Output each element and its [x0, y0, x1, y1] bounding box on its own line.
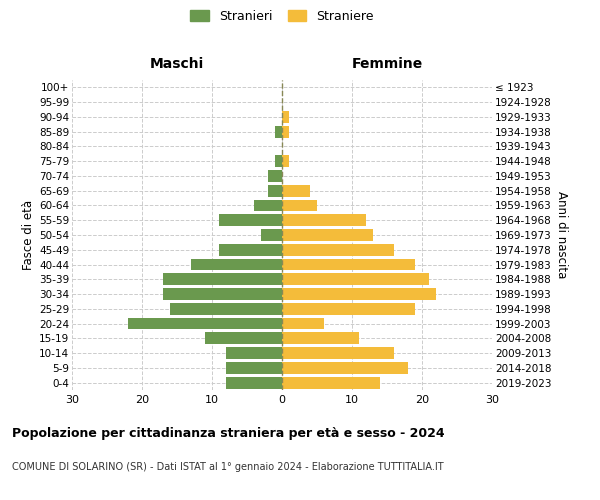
Bar	[282, 318, 324, 330]
Bar	[205, 332, 282, 344]
Bar	[275, 126, 282, 138]
Bar	[261, 229, 282, 241]
Bar	[282, 303, 415, 314]
Bar	[282, 185, 310, 196]
Bar	[282, 229, 373, 241]
Legend: Stranieri, Straniere: Stranieri, Straniere	[187, 6, 377, 26]
Bar	[282, 376, 380, 388]
Bar	[170, 303, 282, 314]
Bar	[163, 288, 282, 300]
Bar	[268, 185, 282, 196]
Bar	[282, 258, 415, 270]
Bar	[282, 274, 429, 285]
Y-axis label: Anni di nascita: Anni di nascita	[555, 192, 568, 278]
Bar	[226, 376, 282, 388]
Text: Popolazione per cittadinanza straniera per età e sesso - 2024: Popolazione per cittadinanza straniera p…	[12, 428, 445, 440]
Bar	[282, 156, 289, 167]
Bar	[282, 362, 408, 374]
Bar	[226, 347, 282, 359]
Bar	[268, 170, 282, 182]
Text: Femmine: Femmine	[352, 57, 422, 71]
Text: Maschi: Maschi	[150, 57, 204, 71]
Bar	[282, 214, 366, 226]
Bar	[219, 214, 282, 226]
Bar	[275, 156, 282, 167]
Bar	[128, 318, 282, 330]
Bar	[163, 274, 282, 285]
Bar	[226, 362, 282, 374]
Bar	[282, 244, 394, 256]
Bar	[282, 347, 394, 359]
Y-axis label: Fasce di età: Fasce di età	[22, 200, 35, 270]
Text: COMUNE DI SOLARINO (SR) - Dati ISTAT al 1° gennaio 2024 - Elaborazione TUTTITALI: COMUNE DI SOLARINO (SR) - Dati ISTAT al …	[12, 462, 443, 472]
Bar	[282, 111, 289, 123]
Bar	[191, 258, 282, 270]
Bar	[219, 244, 282, 256]
Bar	[282, 126, 289, 138]
Bar	[254, 200, 282, 211]
Bar	[282, 200, 317, 211]
Bar	[282, 332, 359, 344]
Bar	[282, 288, 436, 300]
